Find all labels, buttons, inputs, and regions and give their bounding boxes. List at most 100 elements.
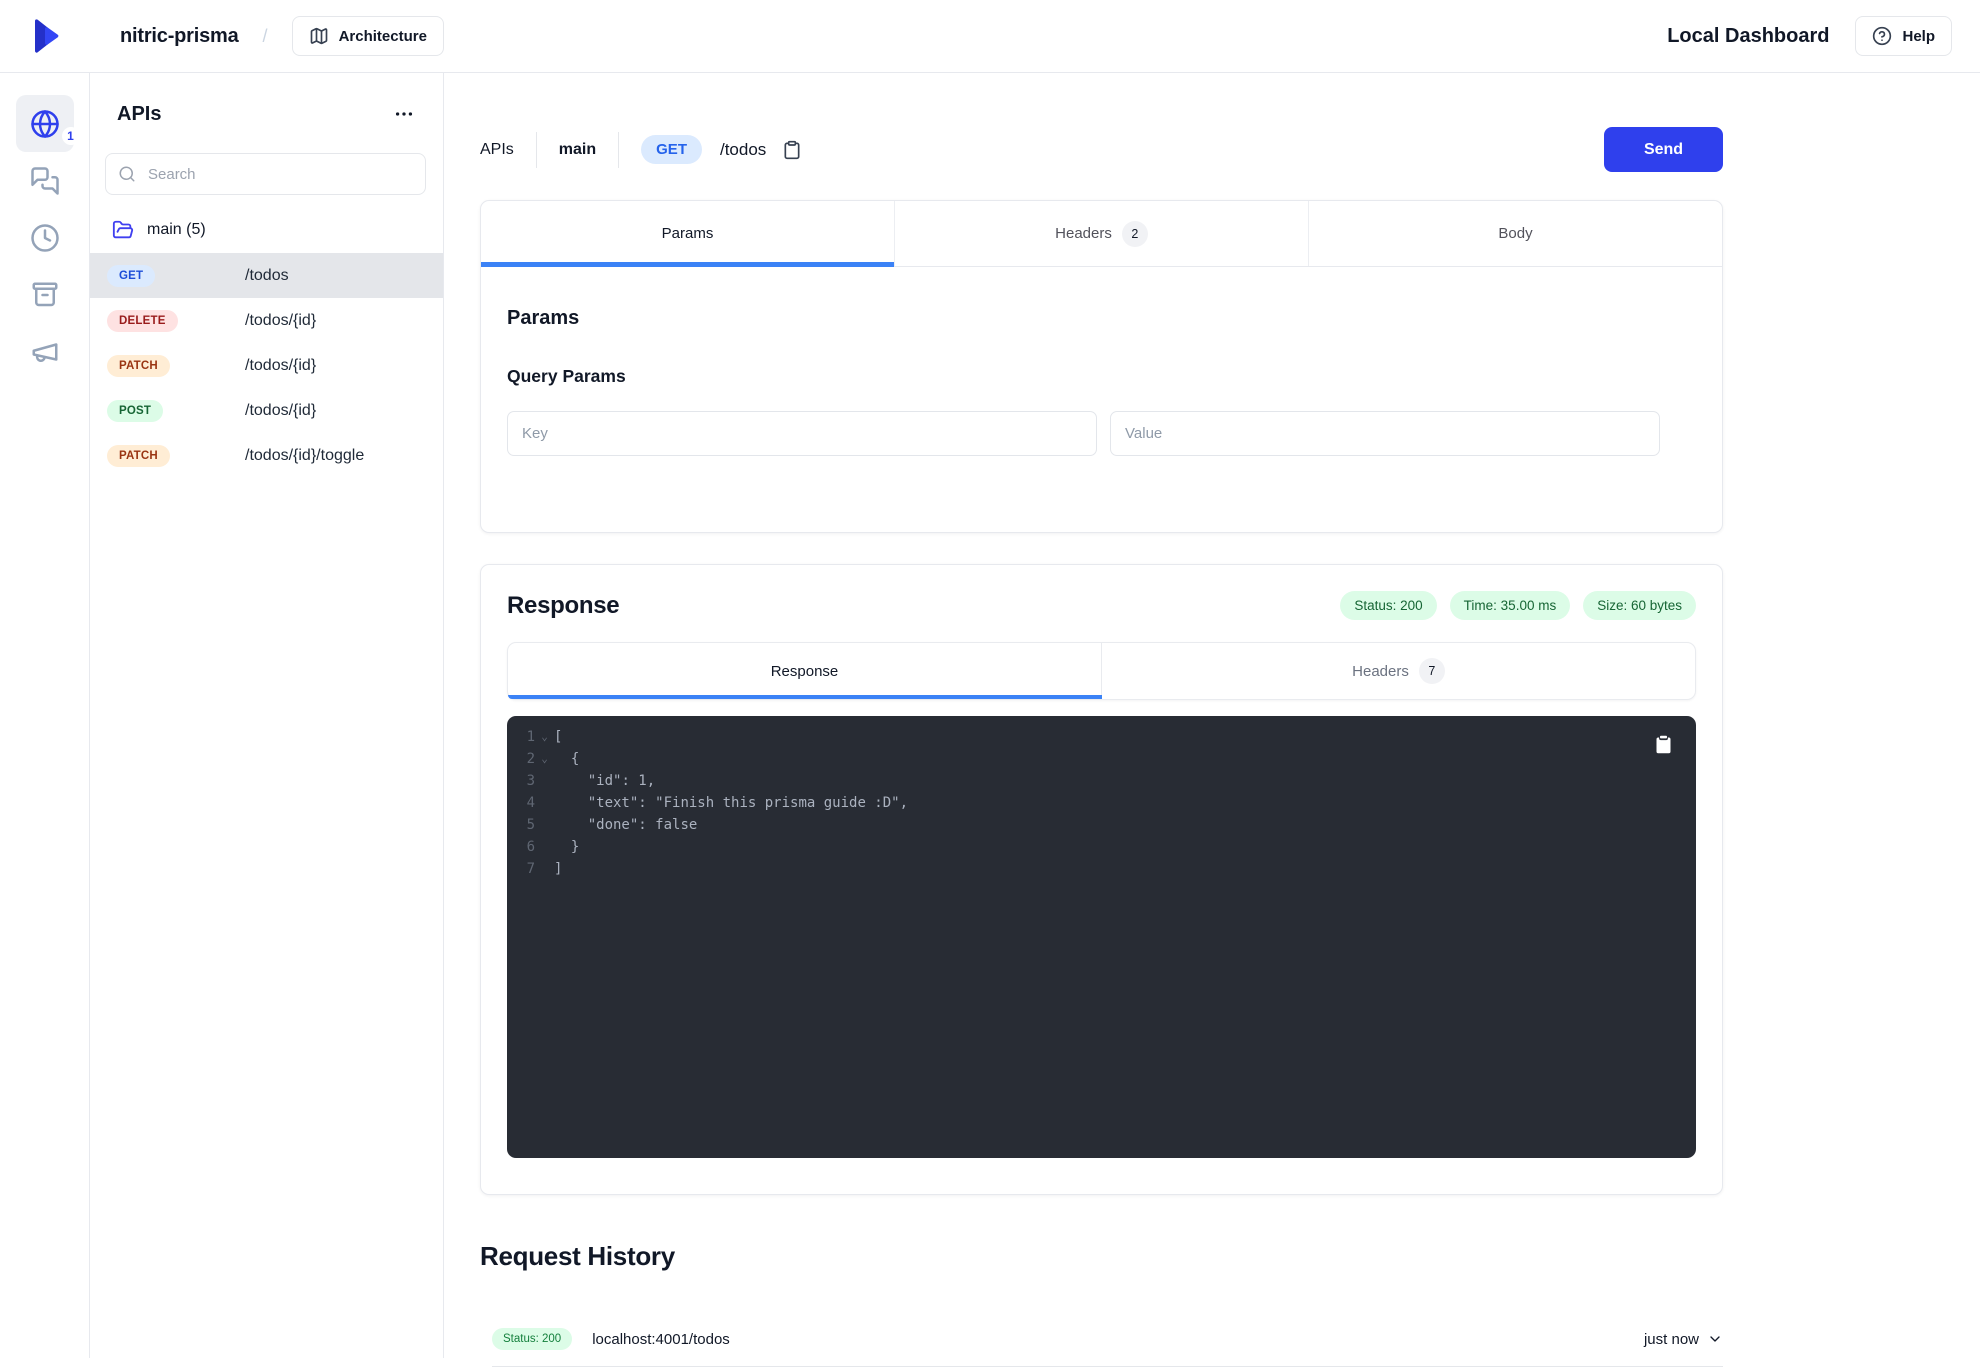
rail-item-schedules[interactable] [16, 209, 74, 266]
query-key-input[interactable] [507, 411, 1097, 456]
code-line: 4 "text": "Finish this prisma guide :D", [507, 792, 1696, 814]
project-name: nitric-prisma [120, 24, 239, 47]
search-input[interactable] [146, 164, 413, 184]
breadcrumb-separator: / [262, 25, 268, 46]
method-badge: DELETE [107, 309, 178, 332]
code-text: , [899, 795, 909, 811]
tab-params[interactable]: Params [481, 201, 895, 267]
headers-count-badge: 2 [1121, 220, 1148, 247]
main-content: APIs main GET /todos Send [444, 73, 1980, 1367]
code-text: : [621, 773, 639, 789]
fold-spacer [535, 814, 554, 836]
code-key: "text" [554, 795, 639, 811]
fold-spacer [535, 858, 554, 880]
apis-menu-button[interactable] [389, 99, 419, 129]
endpoint-path: /todos/{id} [245, 311, 317, 329]
code-text: : [638, 817, 656, 833]
chevron-down-icon[interactable] [1707, 1331, 1723, 1347]
request-card: Params Headers 2 Body Params Query Param… [480, 200, 1723, 533]
active-tab-underline [508, 695, 1102, 699]
help-label: Help [1902, 27, 1935, 45]
endpoint-path: /todos/{id}/toggle [245, 446, 365, 464]
response-tabs: Response Headers 7 [507, 642, 1696, 700]
tab-body-label: Body [1498, 225, 1533, 242]
response-headers-count-badge: 7 [1418, 658, 1445, 684]
endpoint-row-post-todo[interactable]: POST /todos/{id} [90, 388, 443, 433]
endpoint-row-patch-toggle[interactable]: PATCH /todos/{id}/toggle [90, 433, 443, 478]
endpoint-row-delete-todo[interactable]: DELETE /todos/{id} [90, 298, 443, 343]
fold-spacer [535, 792, 554, 814]
breadcrumb-apis: APIs [480, 140, 514, 158]
line-number: 2 [526, 751, 535, 767]
folder-open-icon [112, 219, 134, 241]
query-value-input[interactable] [1110, 411, 1660, 456]
megaphone-icon [30, 337, 60, 367]
history-row[interactable]: Status: 200 localhost:4001/todos just no… [492, 1312, 1723, 1367]
nitric-logo[interactable] [0, 16, 90, 56]
apis-sidebar: APIs main (5) [90, 73, 444, 1358]
dashboard-title: Local Dashboard [1667, 24, 1830, 47]
fold-spacer [535, 770, 554, 792]
architecture-label: Architecture [338, 27, 427, 45]
code-line: 5 "done": false [507, 814, 1696, 836]
sidebar-title: APIs [117, 102, 162, 125]
code-key: "done" [554, 817, 639, 833]
response-card: Response Status: 200 Time: 35.00 ms Size… [480, 564, 1723, 1195]
copy-path-button[interactable] [780, 138, 804, 162]
rail-item-topics[interactable] [16, 323, 74, 380]
response-body-editor[interactable]: 1 ⌄ [ 2 ⌄ { 3 "id": 1, 4 [507, 716, 1696, 1158]
rail-item-websockets[interactable] [16, 152, 74, 209]
fold-chevron-icon[interactable]: ⌄ [541, 730, 548, 743]
endpoint-row-get-todos[interactable]: GET /todos [90, 253, 443, 298]
params-heading: Params [507, 307, 580, 329]
tab-response-headers[interactable]: Headers 7 [1102, 643, 1695, 699]
help-circle-icon [1872, 26, 1892, 46]
rail-item-apis[interactable]: 1 [15, 95, 80, 152]
globe-icon [30, 109, 60, 139]
code-text: : [638, 795, 656, 811]
response-meta: Status: 200 Time: 35.00 ms Size: 60 byte… [1340, 591, 1696, 620]
method-pill: GET [641, 135, 702, 164]
query-params-heading: Query Params [507, 366, 626, 386]
method-badge: PATCH [107, 444, 170, 467]
code-string: "Finish this prisma guide :D" [655, 795, 900, 811]
code-boolean: false [655, 817, 698, 833]
rail-item-storage[interactable] [16, 266, 74, 323]
tab-body[interactable]: Body [1309, 201, 1722, 266]
line-number: 6 [526, 839, 535, 855]
line-number: 3 [526, 773, 535, 789]
tab-params-label: Params [661, 225, 714, 242]
copy-response-button[interactable] [1653, 734, 1674, 755]
request-tabs: Params Headers 2 Body [481, 201, 1722, 267]
code-line: 1 ⌄ [ [507, 726, 1696, 748]
help-button[interactable]: Help [1855, 16, 1952, 56]
endpoint-path: /todos [245, 266, 289, 284]
tab-response-label: Response [770, 662, 839, 680]
apis-count-badge: 1 [61, 127, 80, 145]
size-badge: Size: 60 bytes [1583, 591, 1696, 620]
line-number: 7 [526, 861, 535, 877]
send-button[interactable]: Send [1604, 127, 1723, 172]
architecture-button[interactable]: Architecture [291, 16, 444, 56]
clock-icon [30, 223, 60, 253]
fold-chevron-icon[interactable]: ⌄ [541, 752, 548, 765]
endpoint-row-patch-todo[interactable]: PATCH /todos/{id} [90, 343, 443, 388]
history-heading: Request History [480, 1241, 675, 1271]
code-line: 7 ] [507, 858, 1696, 880]
api-group-main[interactable]: main (5) [112, 219, 443, 241]
divider [618, 131, 620, 168]
code-text: , [646, 773, 656, 789]
history-time: just now [1643, 1330, 1699, 1348]
tab-headers[interactable]: Headers 2 [895, 201, 1309, 266]
history-status-badge: Status: 200 [492, 1328, 573, 1350]
code-text: ] [554, 861, 563, 877]
history-url: localhost:4001/todos [592, 1330, 730, 1348]
tab-response[interactable]: Response [508, 643, 1102, 699]
method-badge: POST [107, 399, 164, 422]
code-text: } [554, 839, 580, 855]
line-number: 4 [526, 795, 535, 811]
chat-bubbles-icon [30, 166, 60, 196]
icon-rail: 1 [0, 73, 90, 1358]
clipboard-filled-icon [1653, 734, 1674, 755]
code-number: 1 [638, 773, 647, 789]
